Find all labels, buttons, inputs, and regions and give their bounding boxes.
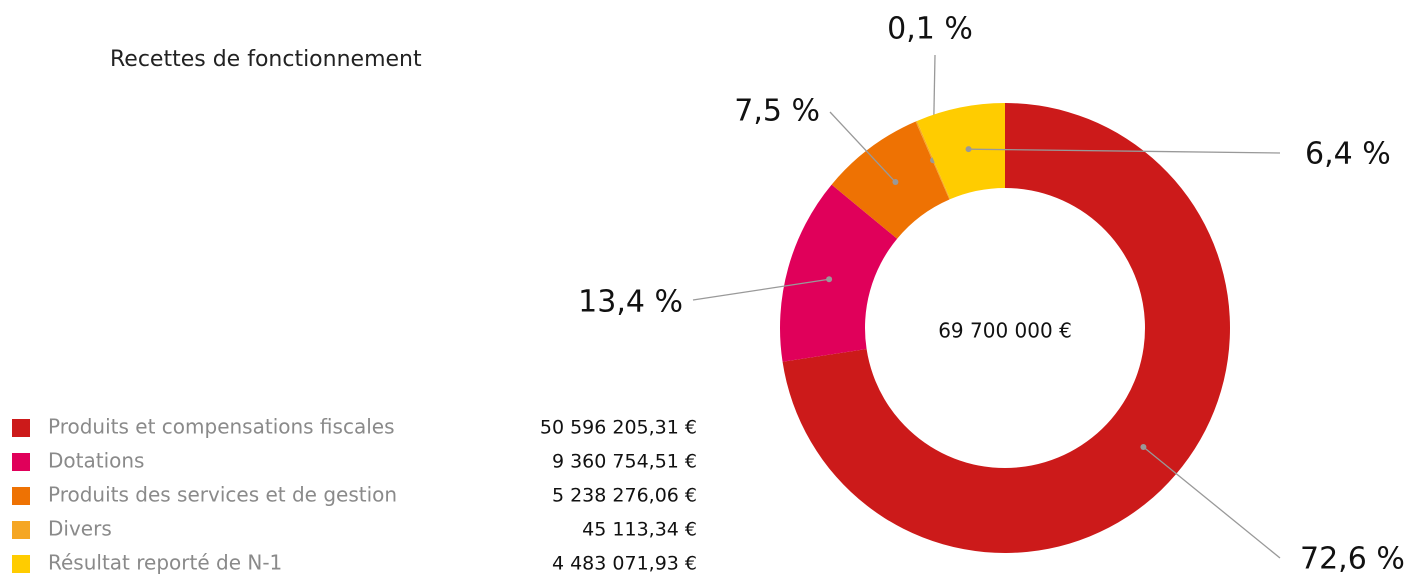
legend-swatch [12,487,30,505]
leader-dot [892,179,899,186]
legend-swatch [12,555,30,573]
leader-line [829,111,896,183]
leader-dot [965,146,972,153]
chart-title: Recettes de fonctionnement [110,47,422,72]
slice [780,184,898,362]
legend-amount: 45 113,34 € [582,519,697,541]
legend-swatch [12,419,30,437]
legend-label: Dotations [48,449,144,473]
value-label: 0,1 % [887,12,973,47]
legend-amount: 5 238 276,06 € [552,485,697,507]
slice [782,103,1230,553]
value-label: 13,4 % [578,285,683,320]
legend-swatch [12,521,30,539]
legend-amount: 9 360 754,51 € [552,451,697,473]
legend-label: Produits et compensations fiscales [48,415,394,439]
value-label: 7,5 % [734,94,820,129]
value-label: 6,4 % [1305,137,1391,172]
legend-amount: 50 596 205,31 € [540,417,697,439]
leader-line [692,278,830,301]
leader-dot [1140,443,1147,450]
leader-dot [826,276,833,283]
legend-swatch [12,453,30,471]
legend-label: Divers [48,517,112,541]
leader-line [968,148,1281,154]
value-label: 72,6 % [1300,542,1405,576]
slice [831,121,950,239]
slice [916,103,1005,200]
legend-amount: 4 483 071,93 € [552,553,697,575]
center-total: 69 700 000 € [938,319,1072,343]
leader-line [1142,446,1281,559]
legend-label: Produits des services et de gestion [48,483,397,507]
legend-label: Résultat reporté de N-1 [48,551,282,575]
